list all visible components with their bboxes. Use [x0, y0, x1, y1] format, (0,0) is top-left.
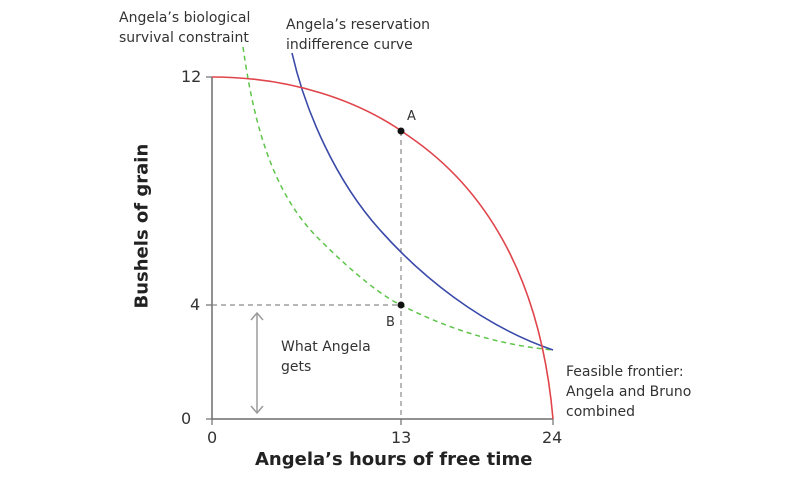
what-label-line1: What Angela: [281, 339, 371, 355]
y-axis-title: Bushels of grain: [131, 143, 153, 309]
point-a-marker: [397, 127, 405, 135]
y-tick-label-12: 12: [181, 67, 202, 86]
reservation-indifference-curve: [291, 52, 554, 351]
frontier-label-line2: Angela and Bruno: [566, 384, 692, 400]
frontier-label-line1: Feasible frontier:: [566, 364, 684, 380]
survival-label-line2: survival constraint: [119, 30, 249, 46]
survival-constraint-curve: [242, 46, 554, 351]
survival-constraint-label: Angela’s biological survival constraint: [119, 8, 250, 48]
feasible-frontier-label: Feasible frontier: Angela and Bruno comb…: [566, 362, 691, 422]
y-tick-label-0: 0: [181, 409, 192, 428]
feasible-frontier-curve: [211, 76, 554, 420]
x-tick-label-0: 0: [207, 428, 218, 447]
reservation-label-line1: Angela’s reservation: [286, 17, 431, 33]
point-a-label: A: [407, 109, 416, 124]
y-tick-label-4: 4: [190, 295, 201, 314]
frontier-label-line3: combined: [566, 404, 636, 420]
reservation-label-line2: indifference curve: [286, 37, 413, 53]
x-tick-label-24: 24: [542, 428, 563, 447]
survival-label-line1: Angela’s biological: [119, 10, 251, 26]
what-angela-gets-label: What Angela gets: [281, 337, 371, 377]
point-b-label: B: [386, 315, 395, 330]
point-b-marker: [397, 301, 405, 309]
what-label-line2: gets: [281, 359, 312, 375]
x-axis-title: Angela’s hours of free time: [255, 449, 533, 470]
reservation-curve-label: Angela’s reservation indifference curve: [286, 15, 430, 55]
x-tick-label-13: 13: [391, 428, 412, 447]
what-angela-gets-arrow: [250, 311, 264, 415]
